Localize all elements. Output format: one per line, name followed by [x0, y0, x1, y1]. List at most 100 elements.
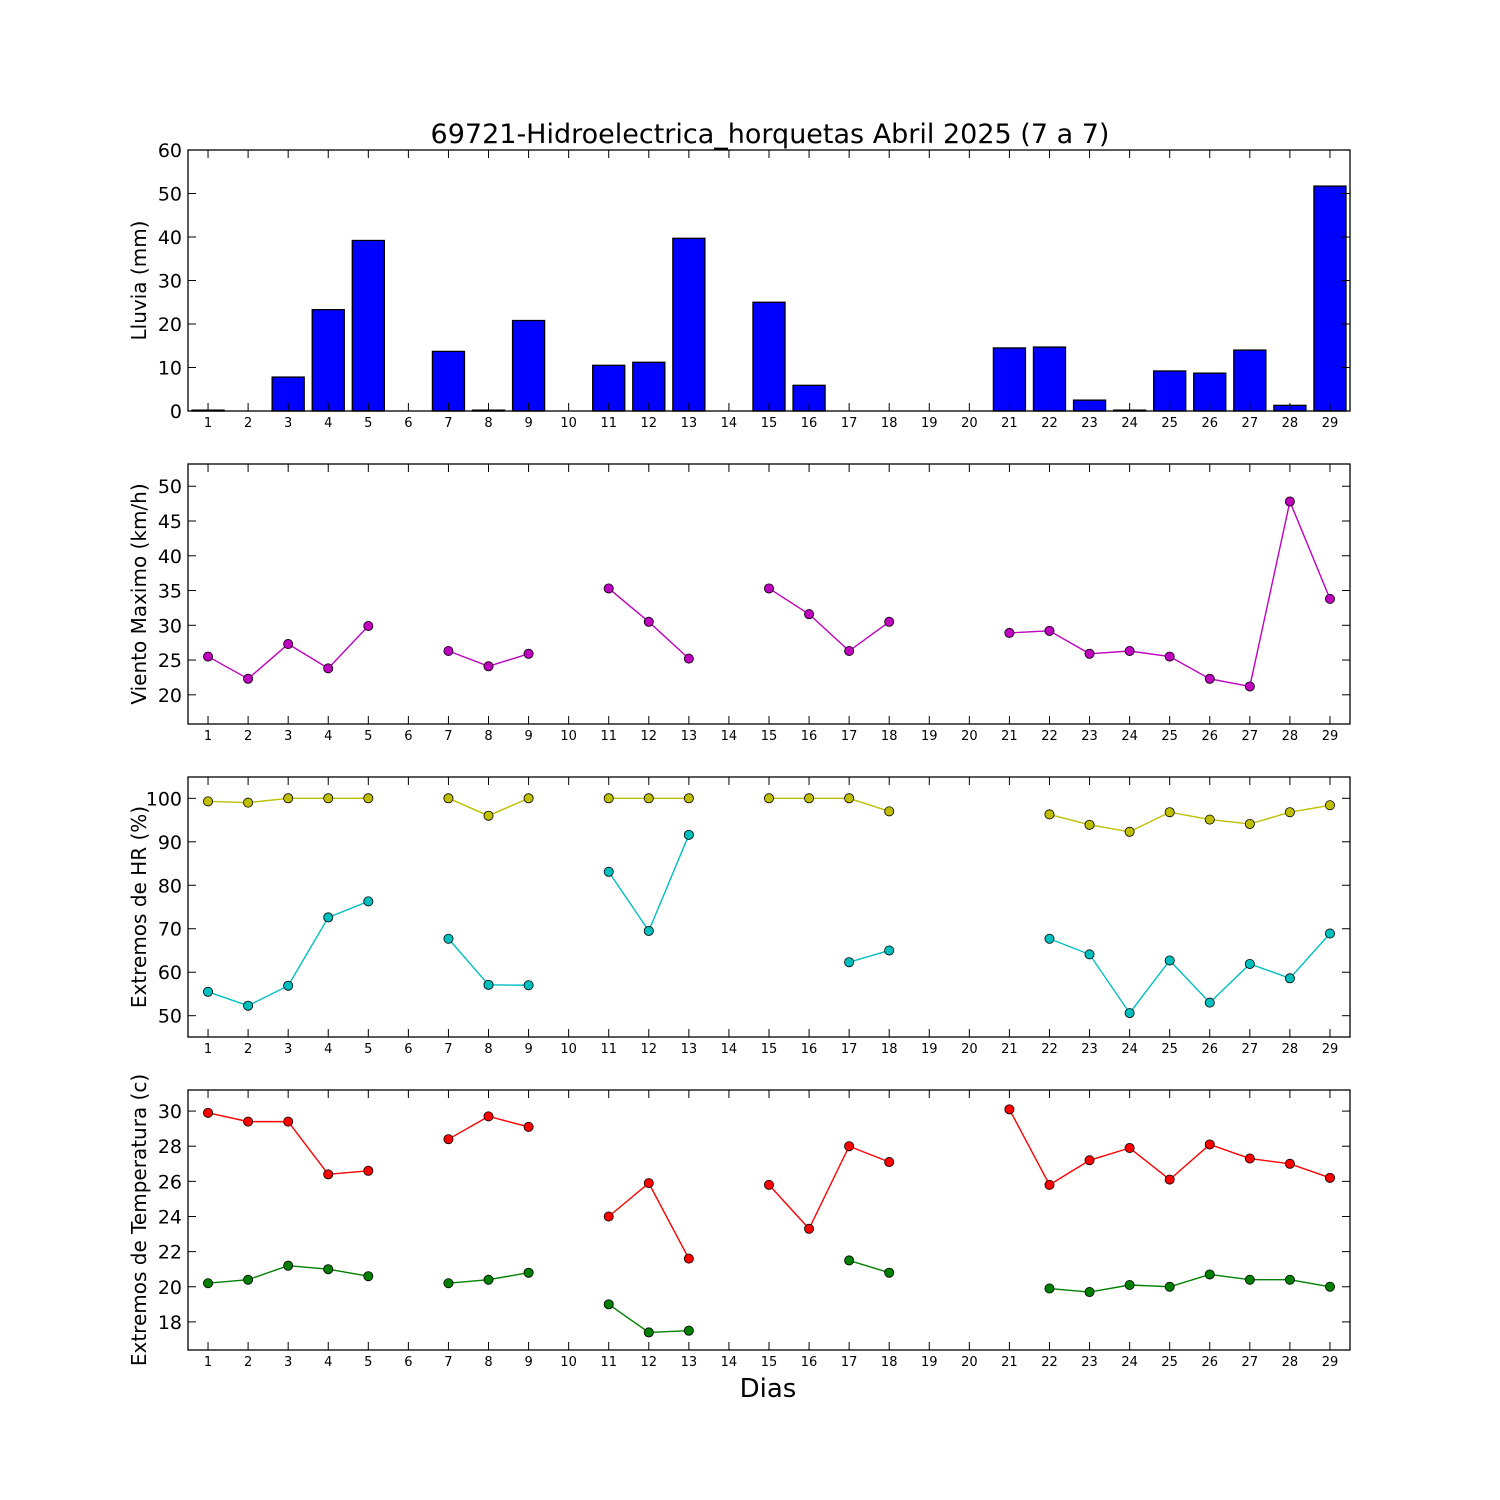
wind-point: [243, 673, 254, 684]
temperature-xtick-label: 5: [364, 1355, 372, 1370]
rain-bar: [311, 308, 345, 412]
humidity-xtick-label: 18: [881, 1042, 898, 1057]
rain-ytick-label: 40: [158, 227, 182, 249]
temperature-xtick-label: 3: [284, 1355, 292, 1370]
temperature-xtick-label: 9: [524, 1355, 532, 1370]
temperature-xtick-label: 12: [641, 1355, 658, 1370]
humidity-xtick-label: 10: [560, 1042, 577, 1057]
wind-point: [1044, 625, 1055, 636]
wind-xtick-label: 12: [641, 729, 658, 744]
temperature-xtick-label: 15: [761, 1355, 778, 1370]
humidity-xtick-label: 8: [484, 1042, 492, 1057]
temperature-xtick-label: 13: [681, 1355, 698, 1370]
humidity-xtick-label: 13: [681, 1042, 698, 1057]
rain-xtick-label: 20: [961, 416, 978, 431]
temperature-xtick-label: 11: [600, 1355, 617, 1370]
temperature-point: [283, 1116, 294, 1127]
wind-point: [1124, 646, 1135, 657]
rain-xtick-label: 5: [364, 416, 372, 431]
rain-xtick-label: 22: [1041, 416, 1058, 431]
rain-xtick-label: 13: [681, 416, 698, 431]
humidity-xtick-label: 20: [961, 1042, 978, 1057]
humidity-xtick-label: 29: [1322, 1042, 1339, 1057]
wind-xtick-label: 11: [600, 729, 617, 744]
temperature-point: [283, 1260, 294, 1271]
humidity-xtick-label: 4: [324, 1042, 332, 1057]
wind-xtick-label: 7: [444, 729, 452, 744]
humidity-xtick-label: 28: [1282, 1042, 1299, 1057]
rain-xtick-label: 25: [1161, 416, 1178, 431]
temperature-xtick-label: 6: [404, 1355, 412, 1370]
temperature-point: [804, 1223, 815, 1234]
temperature-point: [1204, 1269, 1215, 1280]
rain-xtick-label: 27: [1242, 416, 1259, 431]
wind-point: [1164, 651, 1175, 662]
humidity-point: [523, 980, 534, 991]
temperature-xtick-label: 14: [721, 1355, 738, 1370]
wind-point: [203, 651, 214, 662]
humidity-point: [1324, 800, 1335, 811]
rain-ytick-label: 60: [158, 140, 182, 162]
humidity-point: [323, 912, 334, 923]
temperature-xtick-label: 26: [1201, 1355, 1218, 1370]
rain-xtick-label: 17: [841, 416, 858, 431]
wind-xtick-label: 10: [560, 729, 577, 744]
wind-xtick-label: 22: [1041, 729, 1058, 744]
temperature-point: [443, 1278, 454, 1289]
rain-xtick-label: 11: [600, 416, 617, 431]
temperature-point: [1084, 1287, 1095, 1298]
humidity-point: [844, 793, 855, 804]
humidity-point: [203, 796, 214, 807]
humidity-point: [804, 793, 815, 804]
rain-bar: [752, 301, 786, 412]
humidity-point: [483, 979, 494, 990]
humidity-xtick-label: 21: [1001, 1042, 1018, 1057]
humidity-point: [1044, 933, 1055, 944]
humidity-ytick-label: 70: [158, 919, 182, 941]
rain-ytick-label: 50: [158, 184, 182, 206]
humidity-point: [884, 945, 895, 956]
humidity-xtick-label: 22: [1041, 1042, 1058, 1057]
temperature-point: [764, 1179, 775, 1190]
humidity-point: [683, 829, 694, 840]
temperature-point: [844, 1255, 855, 1266]
humidity-point: [323, 793, 334, 804]
temperature-point: [1284, 1274, 1295, 1285]
wind-xtick-label: 26: [1201, 729, 1218, 744]
temperature-xtick-label: 24: [1121, 1355, 1138, 1370]
rain-ytick-label: 20: [158, 314, 182, 336]
wind-point: [804, 609, 815, 620]
wind-point: [523, 648, 534, 659]
temperature-series-line-2: [1049, 1273, 1331, 1293]
rain-bar: [672, 237, 706, 412]
wind-xtick-label: 2: [244, 729, 252, 744]
rain-xtick-label: 1: [204, 416, 212, 431]
humidity-point: [1204, 814, 1215, 825]
wind-point: [1284, 496, 1295, 507]
wind-ytick-label: 20: [158, 685, 182, 707]
temperature-ytick-label: 26: [158, 1171, 182, 1193]
wind-ytick-label: 50: [158, 476, 182, 498]
wind-xtick-label: 18: [881, 729, 898, 744]
temperature-point: [1244, 1153, 1255, 1164]
temperature-xtick-label: 18: [881, 1355, 898, 1370]
humidity-xtick-label: 17: [841, 1042, 858, 1057]
temperature-ytick-label: 22: [158, 1242, 182, 1264]
rain-bar: [1313, 185, 1347, 412]
temperature-xtick-label: 1: [204, 1355, 212, 1370]
rain-bar: [351, 239, 385, 412]
temperature-point: [1204, 1139, 1215, 1150]
rain-ytick-label: 30: [158, 271, 182, 293]
humidity-point: [1044, 809, 1055, 820]
humidity-xtick-label: 27: [1242, 1042, 1259, 1057]
wind-xtick-label: 19: [921, 729, 938, 744]
temperature-xtick-label: 4: [324, 1355, 332, 1370]
temperature-point: [1124, 1280, 1135, 1291]
humidity-xtick-label: 26: [1201, 1042, 1218, 1057]
wind-xtick-label: 8: [484, 729, 492, 744]
humidity-point: [643, 793, 654, 804]
humidity-point: [443, 933, 454, 944]
